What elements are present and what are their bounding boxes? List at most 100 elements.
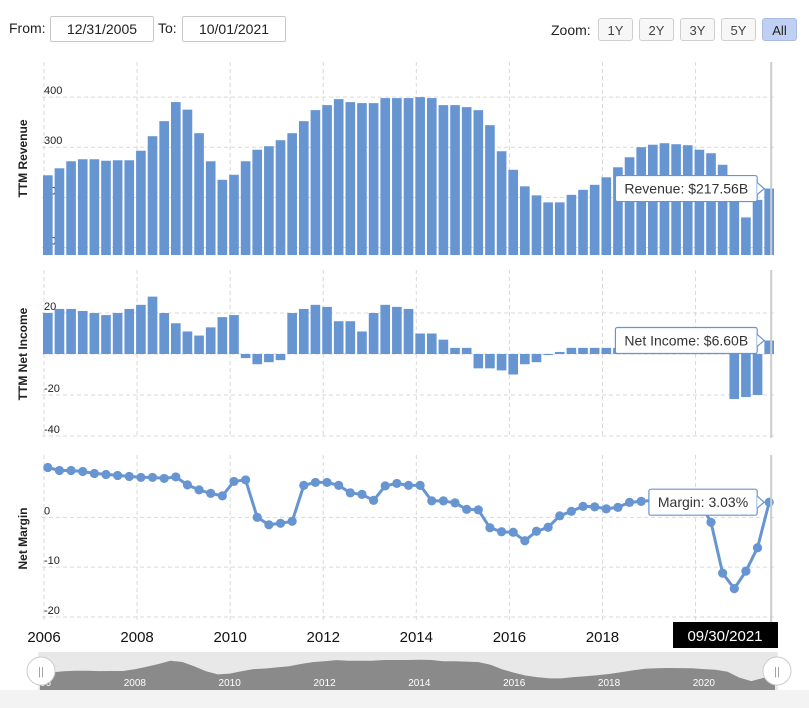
bar [380,98,391,255]
bar [392,306,402,354]
data-point [520,536,530,546]
tooltip-pointer [756,334,766,347]
y-tick-label: 0 [44,505,50,517]
current-date-label: 09/30/2021 [687,628,762,645]
data-point [229,476,239,487]
tooltip-text: Net Income: $6.60B [624,332,748,348]
bar [380,304,391,354]
y-tick-label: 20 [44,301,56,313]
from-date-input[interactable]: 12/31/2005 [50,16,154,42]
bar [531,195,542,255]
bar [520,186,530,255]
bar [752,199,763,255]
bar [566,194,577,255]
bar [461,347,472,354]
data-point [601,504,611,514]
navigator-tick-label: 2020 [693,678,716,689]
navigator-tick-label: 2014 [408,678,431,689]
bar [438,105,449,255]
bar [194,133,204,255]
bar [43,313,53,354]
data-point [718,568,728,578]
x-tick-label: 2006 [27,629,60,646]
data-point [624,497,635,507]
bar [554,351,565,354]
bar [287,313,297,354]
data-point [206,488,216,498]
navigator-series [40,659,775,690]
bar [741,217,751,255]
x-tick-label: 2012 [307,629,340,646]
data-point [101,469,111,480]
bar [589,184,600,255]
navigator[interactable]: 20062008201020122014201620182020|||| [0,652,809,708]
bar [554,202,565,255]
data-point [287,516,297,526]
data-point [462,504,472,514]
data-point [357,489,367,499]
to-date-input[interactable]: 10/01/2021 [182,16,286,42]
bar [508,169,519,255]
data-point [124,471,134,482]
bar [752,354,763,395]
data-point [415,480,425,491]
bar [310,110,321,256]
bar [43,175,53,255]
data-point [264,520,274,530]
bar [182,331,193,354]
bar [461,107,472,255]
left-handle-grip[interactable]: || [38,666,44,678]
bar [496,354,507,371]
data-point [752,543,763,553]
value-tooltip: Margin: 3.03% [648,488,766,516]
data-point [147,472,158,483]
bar [136,150,146,255]
bar [264,146,274,255]
left-handle[interactable] [26,656,56,686]
navigator-tick-label: 2016 [503,678,526,689]
data-point [136,472,146,483]
bar [694,149,705,255]
value-tooltip: Revenue: $217.56B [614,174,766,203]
zoom-5y-button[interactable]: 5Y [721,18,756,41]
data-point [217,491,227,501]
data-point [171,472,181,482]
data-point [345,488,355,498]
bar [147,296,158,354]
bar [322,105,332,255]
y-tick-label: -20 [44,383,60,395]
bar [473,110,484,256]
bar [287,133,297,255]
bar [252,149,263,255]
x-axis: 2006 2008 2010 2012 2014 2016 2018 09/30/2021 [27,622,778,648]
bar [706,153,716,255]
bar [496,151,507,255]
bar [566,347,577,354]
data-point [252,512,262,522]
zoom-all-button[interactable]: All [762,18,797,41]
bar [77,159,88,255]
bar [252,354,263,365]
zoom-2y-button[interactable]: 2Y [639,18,674,41]
tooltip-pointer [756,182,766,196]
bar [310,304,321,354]
bar [578,189,588,255]
right-handle[interactable] [762,656,792,686]
bar [764,188,774,255]
right-handle-grip[interactable]: || [774,666,780,678]
data-point [496,527,507,537]
bar [543,202,553,255]
bar [508,354,519,375]
bar [217,179,228,255]
bar [624,157,635,255]
y-tick-label: -40 [44,424,60,436]
data-point [636,496,646,506]
y-axis-title: TTM Net Income [16,307,30,400]
data-point [159,473,169,484]
data-point [566,506,576,516]
data-point [275,518,286,528]
zoom-3y-button[interactable]: 3Y [680,18,715,41]
bar [438,339,449,354]
zoom-1y-button[interactable]: 1Y [598,18,633,41]
